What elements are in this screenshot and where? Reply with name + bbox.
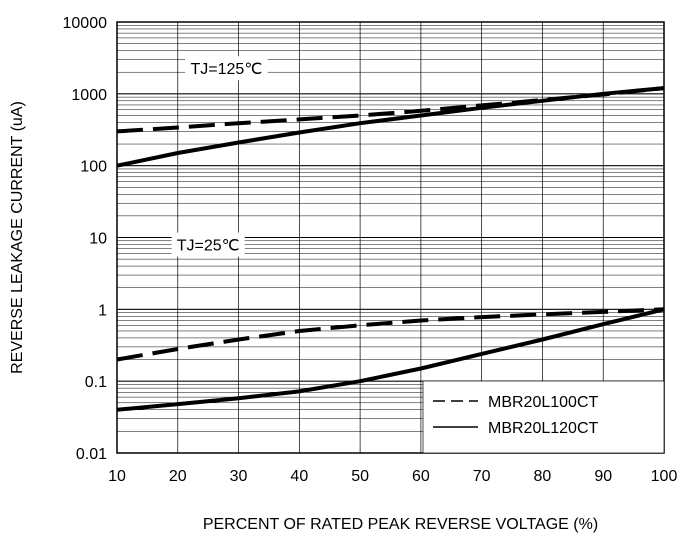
y-tick-label: 100 — [80, 159, 107, 176]
y-axis-label: REVERSE LEAKAGE CURRENT (uA) — [9, 101, 26, 374]
x-axis-label: PERCENT OF RATED PEAK REVERSE VOLTAGE (%… — [203, 516, 598, 533]
tick-labels: 10 20 30 40 50 60 70 80 90 100 0.01 0.1 1 10 100 1000 10… — [63, 15, 678, 485]
x-tick-label: 50 — [351, 468, 369, 485]
annotation-box — [171, 232, 245, 257]
series-line-mbr20l100ct-tj25 — [116, 307, 665, 362]
annotation-label: TJ=25℃ — [177, 238, 240, 255]
x-tick-label: 40 — [290, 468, 308, 485]
y-tick-label: 1000 — [71, 87, 107, 104]
x-tick-label: 70 — [473, 468, 491, 485]
legend-label: MBR20L120CT — [488, 420, 599, 437]
series-line-mbr20l120ct-tj25 — [116, 307, 665, 412]
series-line-mbr20l120ct-tj125 — [116, 86, 665, 168]
y-tick-label: 10 — [89, 231, 107, 248]
y-tick-label: 0.01 — [76, 446, 107, 463]
x-tick-label: 20 — [169, 468, 187, 485]
x-tick-label: 90 — [594, 468, 612, 485]
x-tick-label: 100 — [651, 468, 678, 485]
legend: MBR20L100CT MBR20L120CT — [422, 380, 665, 454]
x-tick-label: 10 — [108, 468, 126, 485]
plot-frame — [116, 21, 665, 454]
x-tick-label: 80 — [534, 468, 552, 485]
y-tick-label: 1 — [98, 302, 107, 319]
legend-label: MBR20L100CT — [488, 394, 599, 411]
y-tick-label: 10000 — [63, 15, 108, 32]
series-lines — [116, 86, 665, 412]
legend-box — [422, 380, 665, 454]
annotation-box — [185, 56, 268, 81]
annotations: TJ=125℃ TJ=25℃ — [171, 56, 268, 257]
x-tick-label: 60 — [412, 468, 430, 485]
x-tick-label: 30 — [230, 468, 248, 485]
y-tick-label: 0.1 — [85, 374, 107, 391]
annotation-label: TJ=125℃ — [191, 61, 263, 78]
